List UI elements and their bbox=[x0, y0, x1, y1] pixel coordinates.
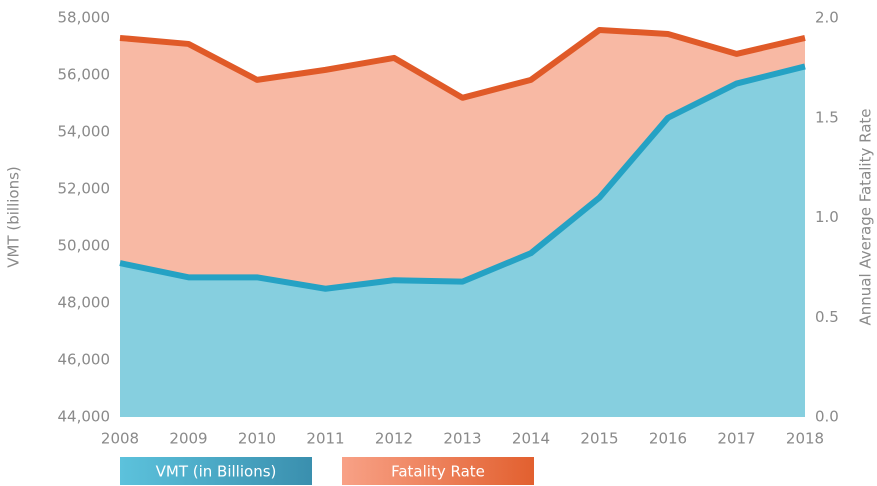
legend-swatch bbox=[342, 457, 534, 485]
y-tick-label: 50,000 bbox=[58, 237, 111, 255]
legend-label: VMT (in Billions) bbox=[156, 463, 277, 481]
line bbox=[119, 26, 806, 101]
y-tick-label: 48,000 bbox=[58, 294, 111, 312]
x-tick-label: 2015 bbox=[580, 430, 618, 448]
y-tick-label: 52,000 bbox=[58, 180, 111, 198]
y2-tick-label: 1.0 bbox=[815, 208, 839, 226]
legend-label: Fatality Rate bbox=[391, 463, 485, 481]
x-tick-label: 2011 bbox=[306, 430, 344, 448]
x-tick-label: 2009 bbox=[169, 430, 207, 448]
x-tick-label: 2013 bbox=[443, 430, 481, 448]
x-tick-label: 2008 bbox=[101, 430, 139, 448]
y2-tick-label: 1.5 bbox=[815, 108, 839, 126]
y-axis-label: VMT (billions) bbox=[5, 166, 23, 268]
legend-swatch bbox=[120, 457, 312, 485]
y-tick-label: 46,000 bbox=[58, 351, 111, 369]
y-tick-label: 54,000 bbox=[58, 123, 111, 141]
y2-tick-label: 2.0 bbox=[815, 9, 839, 27]
y-tick-label: 58,000 bbox=[58, 9, 111, 27]
x-tick-label: 2018 bbox=[786, 430, 824, 448]
area bbox=[120, 66, 805, 417]
y2-tick-label: 0.5 bbox=[815, 308, 839, 326]
x-tick-label: 2012 bbox=[375, 430, 413, 448]
y-tick-label: 56,000 bbox=[58, 66, 111, 84]
y-tick-label: 44,000 bbox=[58, 408, 111, 426]
x-tick-label: 2017 bbox=[717, 430, 755, 448]
line bbox=[119, 63, 806, 292]
x-tick-label: 2010 bbox=[238, 430, 276, 448]
y2-tick-label: 0.0 bbox=[815, 408, 839, 426]
x-tick-label: 2016 bbox=[649, 430, 687, 448]
y2-axis-label: Annual Average Fatality Rate bbox=[857, 108, 875, 325]
x-tick-label: 2014 bbox=[512, 430, 550, 448]
